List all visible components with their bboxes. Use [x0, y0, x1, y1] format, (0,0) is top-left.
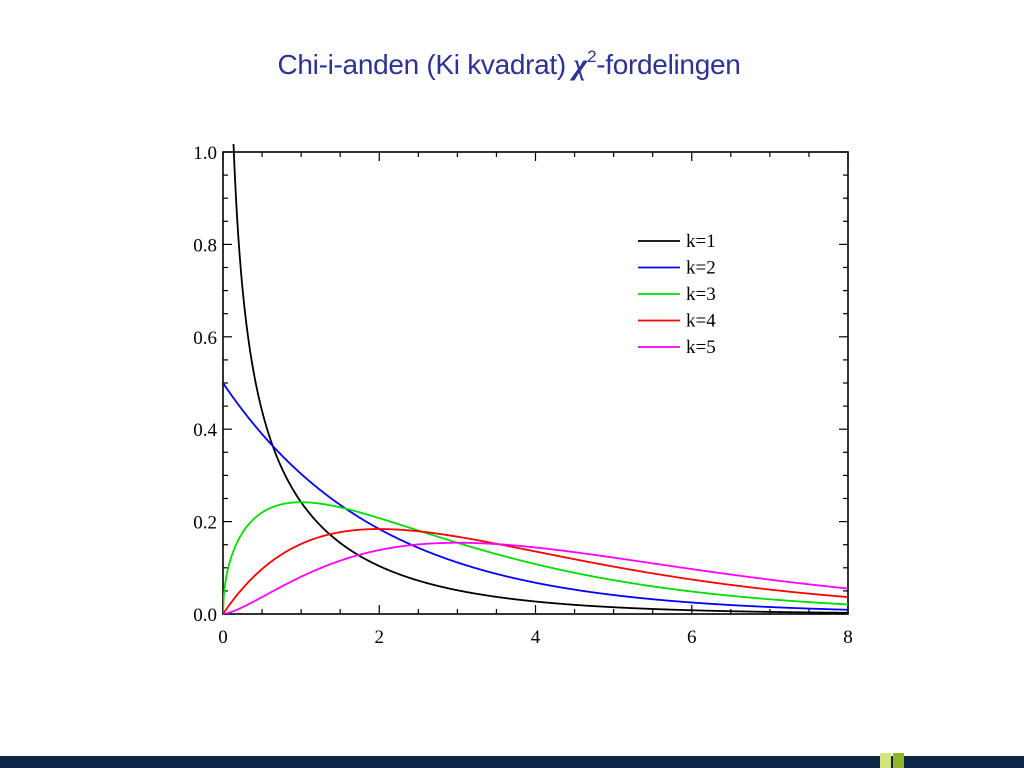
- y-tick-label: 1.0: [193, 143, 217, 164]
- legend-label-k1: k=1: [686, 231, 716, 252]
- legend-label-k5: k=5: [686, 337, 716, 358]
- title-prefix: Chi-i-anden (Ki kvadrat): [277, 49, 574, 80]
- series-line-k2: [223, 382, 848, 611]
- series-line-k5: [223, 541, 848, 614]
- legend-label-k2: k=2: [686, 258, 716, 279]
- footer-accent-light: [880, 753, 891, 768]
- x-tick-label: 4: [531, 627, 541, 648]
- y-tick-label: 0.8: [193, 235, 217, 256]
- y-tick-label: 0.0: [193, 605, 217, 626]
- title-superscript: 2: [587, 46, 597, 66]
- series-line-k4: [223, 528, 848, 614]
- x-tick-label: 0: [218, 627, 228, 648]
- title-suffix: -fordelingen: [596, 49, 741, 80]
- plot-frame: [222, 151, 849, 615]
- legend-label-k3: k=3: [686, 284, 716, 305]
- legend-label-k4: k=4: [686, 311, 716, 332]
- slide-title: Chi-i-anden (Ki kvadrat) χ2-fordelingen: [0, 46, 1018, 82]
- footer-bar: [0, 756, 1024, 768]
- y-tick-label: 0.4: [193, 420, 217, 441]
- y-tick-label: 0.2: [193, 513, 217, 534]
- x-tick-label: 8: [843, 627, 853, 648]
- footer-accent-dark: [893, 753, 904, 768]
- x-tick-label: 6: [687, 627, 697, 648]
- series-line-k1: [232, 144, 848, 614]
- x-tick-label: 2: [375, 627, 385, 648]
- series-line-k3: [223, 501, 848, 614]
- y-tick-label: 0.6: [193, 328, 217, 349]
- chi-symbol: χ: [573, 48, 588, 81]
